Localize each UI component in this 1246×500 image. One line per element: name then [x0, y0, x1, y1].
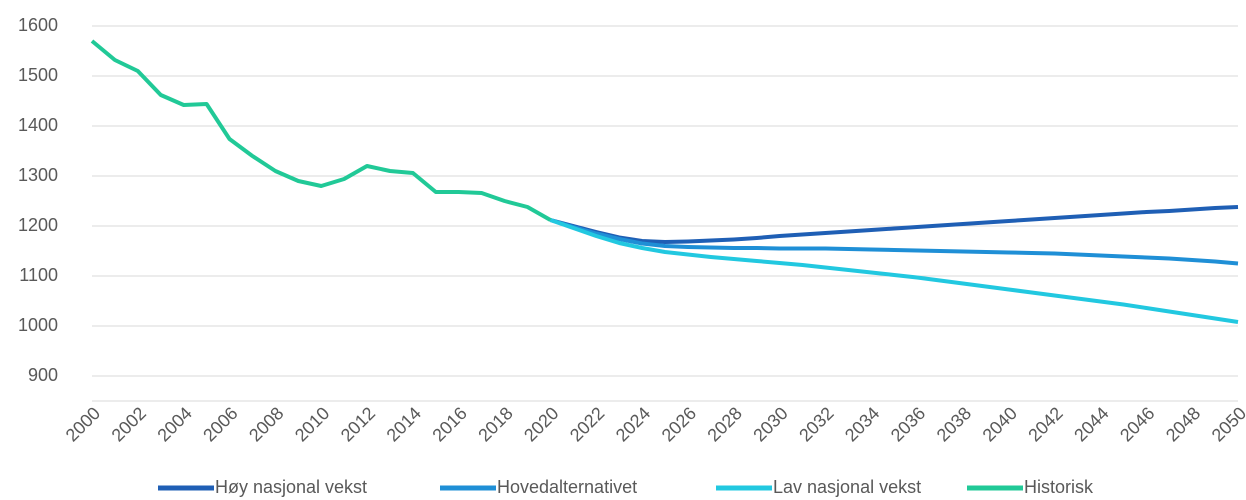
legend-label: Lav nasjonal vekst: [773, 477, 921, 497]
y-tick-label: 1400: [18, 115, 58, 135]
x-tick-label: 2022: [566, 403, 608, 445]
x-tick-label: 2026: [658, 403, 700, 445]
y-tick-label: 1500: [18, 65, 58, 85]
x-tick-label: 2020: [520, 403, 562, 445]
y-tick-label: 1200: [18, 215, 58, 235]
series-line: [549, 218, 1239, 266]
legend-label: Høy nasjonal vekst: [215, 477, 367, 497]
x-tick-label: 2038: [933, 403, 975, 445]
x-tick-label: 2000: [62, 403, 104, 445]
legend-label: Historisk: [1024, 477, 1094, 497]
x-tick-label: 2010: [291, 403, 333, 445]
x-tick-label: 2034: [841, 403, 883, 445]
x-tick-label: 2024: [612, 403, 654, 445]
x-tick-label: 2008: [245, 403, 287, 445]
x-tick-label: 2002: [108, 403, 150, 445]
series-line: [549, 205, 1239, 244]
series-line: [549, 218, 1239, 324]
x-tick-label: 2018: [474, 403, 516, 445]
y-tick-label: 1100: [19, 265, 58, 285]
y-tick-label: 1600: [18, 15, 58, 35]
x-tick-label: 2028: [703, 403, 745, 445]
x-tick-label: 2044: [1070, 403, 1112, 445]
x-tick-label: 2012: [337, 403, 379, 445]
x-tick-label: 2016: [428, 403, 470, 445]
x-tick-label: 2050: [1208, 403, 1246, 445]
x-tick-label: 2006: [199, 403, 241, 445]
x-tick-label: 2046: [1116, 403, 1158, 445]
y-tick-label: 900: [28, 365, 58, 385]
x-tick-label: 2004: [153, 403, 195, 445]
x-tick-label: 2040: [979, 403, 1021, 445]
x-tick-label: 2048: [1162, 403, 1204, 445]
legend-label: Hovedalternativet: [497, 477, 637, 497]
x-tick-label: 2014: [383, 403, 425, 445]
x-tick-label: 2036: [887, 403, 929, 445]
series-line: [90, 39, 552, 222]
y-tick-label: 1000: [18, 315, 58, 335]
y-tick-label: 1300: [18, 165, 58, 185]
x-tick-label: 2042: [1024, 403, 1066, 445]
x-tick-label: 2030: [749, 403, 791, 445]
x-tick-label: 2032: [795, 403, 837, 445]
